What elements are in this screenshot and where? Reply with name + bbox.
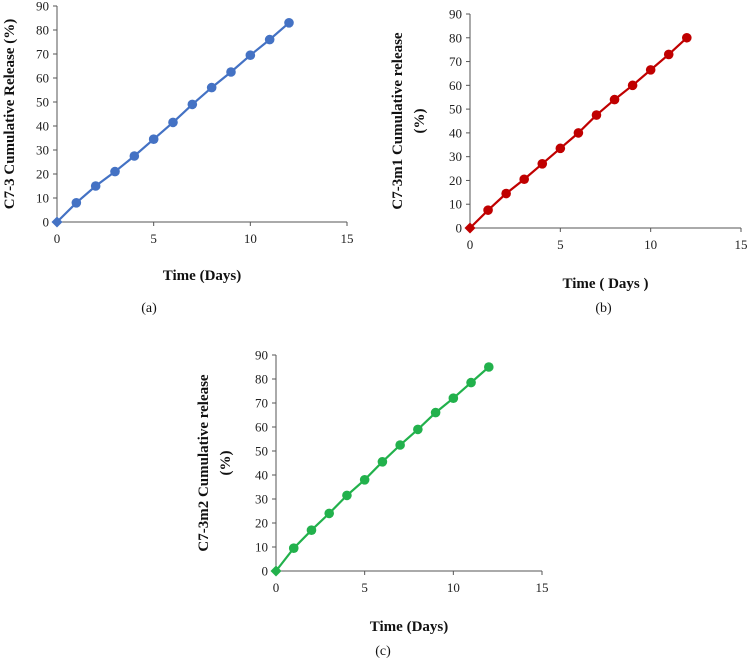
- data-point: [226, 67, 236, 77]
- y-tick-label: 30: [36, 143, 49, 158]
- y-tick-label: 70: [36, 47, 49, 62]
- data-point: [306, 525, 317, 535]
- y-tick-label: 50: [255, 444, 268, 459]
- y-tick-label: 50: [449, 102, 462, 117]
- y-tick-label: 20: [449, 173, 462, 188]
- x-tick-label: 10: [447, 580, 460, 595]
- data-point: [206, 82, 217, 93]
- data-point: [573, 128, 584, 138]
- chart-panel-a: 0 10 20 30 40 50 60 70 80 90 0 5 10 15 Time (Days) C7-3…: [2, 0, 354, 316]
- data-point: [342, 490, 352, 501]
- data-point: [284, 18, 294, 28]
- y-tick-label: 70: [255, 396, 268, 411]
- y-tick-label: 60: [449, 78, 462, 93]
- data-point: [51, 216, 63, 228]
- data-point: [395, 440, 405, 450]
- data-point: [483, 205, 493, 215]
- y-tick-label: 60: [255, 420, 268, 435]
- data-point: [129, 151, 140, 161]
- data-point: [537, 159, 548, 169]
- data-point: [413, 424, 423, 435]
- data-point: [90, 181, 101, 191]
- data-point: [377, 457, 388, 467]
- x-tick-label: 0: [273, 580, 280, 595]
- y-axis-title-line: (%): [412, 109, 428, 134]
- y-tick-label: 80: [449, 30, 462, 45]
- x-tick-label: 15: [341, 231, 354, 246]
- x-tick-label: 15: [536, 580, 549, 595]
- y-tick-label: 80: [36, 23, 49, 38]
- y-tick-label: 70: [449, 54, 462, 69]
- data-point: [663, 49, 674, 60]
- data-point: [71, 198, 82, 208]
- data-point: [682, 32, 692, 43]
- y-tick-label: 10: [449, 197, 462, 212]
- data-point: [148, 134, 159, 144]
- y-tick-label: 90: [449, 7, 462, 22]
- y-tick-label: 60: [36, 71, 49, 86]
- x-tick-label: 0: [467, 237, 474, 252]
- panel-caption: (b): [595, 301, 612, 316]
- data-point: [591, 110, 602, 120]
- x-tick-label: 0: [54, 231, 61, 246]
- y-axis-title-line: (%): [218, 451, 234, 476]
- y-tick-label: 0: [262, 564, 269, 579]
- y-tick-label: 90: [255, 348, 268, 363]
- data-point: [264, 34, 275, 45]
- y-tick-label: 10: [255, 540, 268, 555]
- data-point: [448, 393, 459, 404]
- y-axis-title-line: C7-3m1 Cumulative release: [390, 32, 406, 210]
- panel-caption: (c): [375, 644, 391, 659]
- y-tick-label: 30: [255, 492, 268, 507]
- y-tick-label: 0: [43, 215, 50, 230]
- data-point: [501, 188, 511, 199]
- panel-caption: (a): [141, 301, 157, 316]
- data-point: [187, 99, 198, 110]
- x-axis-title: Time (Days): [370, 619, 448, 635]
- data-point: [627, 80, 638, 91]
- data-point: [609, 94, 620, 105]
- y-tick-label: 20: [36, 167, 49, 182]
- x-axis-title: Time (Days): [163, 268, 241, 284]
- x-tick-label: 10: [644, 237, 657, 252]
- data-point: [466, 377, 476, 388]
- data-point: [645, 65, 656, 75]
- y-axis-title-line: C7-3m2 Cumulative release: [196, 374, 212, 552]
- chart-panel-b: 0 10 20 30 40 50 60 70 80 90 0 5 10 15 Time ( Days ) C7…: [390, 7, 748, 317]
- x-tick-label: 5: [150, 231, 157, 246]
- data-point: [245, 50, 256, 60]
- y-tick-label: 80: [255, 372, 268, 387]
- data-point: [288, 543, 299, 553]
- data-point: [464, 222, 476, 234]
- data-point: [484, 362, 494, 372]
- y-tick-label: 30: [449, 149, 462, 164]
- data-point: [270, 565, 282, 577]
- data-point: [110, 166, 120, 177]
- data-point: [430, 407, 441, 418]
- y-tick-label: 0: [456, 221, 463, 236]
- x-axis-title: Time ( Days ): [563, 276, 649, 292]
- data-point: [519, 174, 529, 185]
- chart-panel-c: 0 10 20 30 40 50 60 70 80 90 0 5 10 15 Time (Days) C7-3…: [196, 348, 549, 660]
- x-tick-label: 15: [735, 237, 748, 252]
- data-point: [359, 475, 370, 485]
- y-tick-label: 40: [255, 468, 268, 483]
- y-tick-label: 20: [255, 516, 268, 531]
- y-tick-label: 50: [36, 95, 49, 110]
- y-tick-label: 40: [36, 119, 49, 134]
- data-point: [324, 508, 335, 519]
- y-axis-title: C7-3 Cumulative Release (%): [2, 19, 18, 209]
- y-tick-label: 40: [449, 125, 462, 140]
- data-point: [168, 117, 178, 128]
- x-tick-label: 5: [361, 580, 368, 595]
- x-tick-label: 5: [557, 237, 564, 252]
- x-tick-label: 10: [244, 231, 257, 246]
- data-point: [555, 143, 566, 154]
- y-tick-label: 90: [36, 0, 49, 14]
- y-tick-label: 10: [36, 191, 49, 206]
